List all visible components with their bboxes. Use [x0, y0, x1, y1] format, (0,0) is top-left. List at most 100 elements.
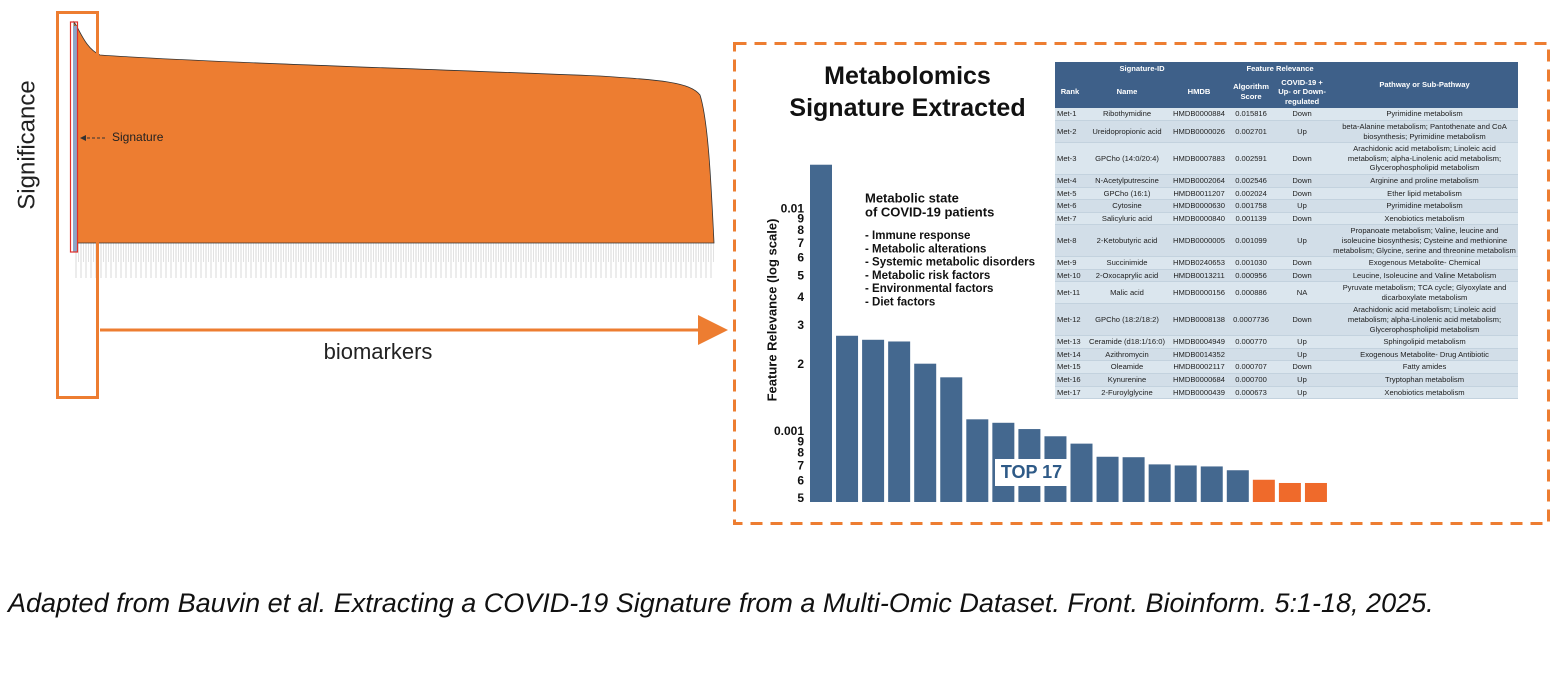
table-cell: Succinimide: [1085, 256, 1169, 270]
bar: [940, 377, 963, 502]
table-cell: GPCho (14:0/20:4): [1085, 142, 1169, 175]
table-cell: Up: [1273, 373, 1332, 387]
significance-area: [73, 20, 715, 244]
table-cell: HMDB0000005: [1169, 224, 1230, 258]
table-cell: Pyrimidine metabolism: [1331, 108, 1518, 121]
header-cell: Signature-ID: [1055, 62, 1230, 76]
signature-label: Signature: [112, 130, 164, 144]
table-row: Met-5 GPCho (16:1) HMDB0011207 0.002024 Down…: [1055, 187, 1518, 201]
table-cell: Arachidonic acid metabolism; Linoleic ac…: [1331, 142, 1518, 175]
table-cell: Met-12: [1055, 303, 1085, 337]
table-cell: Cytosine: [1085, 199, 1169, 213]
table-cell: 0.002591: [1229, 142, 1274, 175]
header-row: Signature-ID Feature Relevance Pathway or …: [1055, 62, 1518, 109]
table-cell: Met-7: [1055, 212, 1085, 226]
table-cell: HMDB0000026: [1169, 120, 1230, 144]
signature-table: Signature-ID Feature Relevance Pathway or …: [1055, 62, 1518, 400]
table-cell: Tryptophan metabolism: [1331, 373, 1518, 387]
table-cell: Down: [1273, 303, 1332, 337]
header-cell: Algorithm Score: [1229, 75, 1274, 109]
table-cell: Pyruvate metabolism; TCA cycle; Glyoxyla…: [1331, 281, 1518, 305]
table-cell: GPCho (16:1): [1085, 187, 1169, 201]
table-cell: HMDB0000884: [1169, 108, 1230, 121]
table-cell: Met-3: [1055, 142, 1085, 175]
y-tick-label: 6: [797, 251, 804, 265]
table-row: Met-6 Cytosine HMDB0000630 0.001758 Up Pyrimi…: [1055, 199, 1518, 213]
table-row: Met-3 GPCho (14:0/20:4) HMDB0007883 0.00259…: [1055, 142, 1518, 175]
table-cell: Ureidopropionic acid: [1085, 120, 1169, 144]
bar: [914, 363, 937, 502]
header-row: Rank Name HMDB Algorithm Score COVID-19 + Up…: [1055, 75, 1518, 109]
table-cell: HMDB0000684: [1169, 373, 1230, 387]
table-cell: Met-4: [1055, 174, 1085, 188]
bar: [1252, 479, 1275, 502]
table-cell: Up: [1273, 348, 1332, 362]
table-cell: 0.002024: [1229, 187, 1274, 201]
table-cell: Xenobiotics metabolism: [1331, 386, 1518, 400]
table-cell: Propanoate metabolism; Valine, leucine a…: [1331, 224, 1518, 258]
table-cell: Malic acid: [1085, 281, 1169, 305]
table-row: Met-15 Oleamide HMDB0002117 0.000707 Down Fat…: [1055, 360, 1518, 375]
table-row: Met-4 N-Acetylputrescine HMDB0002064 0.0025…: [1055, 174, 1518, 188]
table-cell: HMDB0000156: [1169, 281, 1230, 305]
bar: [1304, 482, 1327, 502]
table-cell: 0.001030: [1229, 256, 1274, 270]
annotation-item: - Systemic metabolic disorders: [865, 257, 1035, 269]
table-row: Met-8 2-Ketobutyric acid HMDB0000005 0.0010…: [1055, 224, 1518, 258]
table-cell: NA: [1273, 281, 1332, 305]
table-cell: Up: [1273, 199, 1332, 213]
table-cell: Exogenous Metabolite- Drug Antibiotic: [1331, 348, 1518, 362]
table-cell: Down: [1273, 108, 1332, 121]
table-body: Met-1 Ribothymidine HMDB0000884 0.015816 Dow…: [1055, 108, 1518, 400]
table-row: Met-14 Azithromycin HMDB0014352 Up Exogenous…: [1055, 348, 1518, 362]
table-cell: Met-13: [1055, 335, 1085, 349]
table-cell: Down: [1273, 269, 1332, 283]
bar: [1278, 482, 1301, 502]
table-cell: HMDB0014352: [1169, 348, 1230, 362]
table-cell: Sphingolipid metabolism: [1331, 335, 1518, 349]
table-row: Met-13 Ceramide (d18:1/16:0) HMDB0004949 0.…: [1055, 335, 1518, 349]
y-tick-label: 3: [797, 318, 804, 332]
header-cell: HMDB: [1169, 75, 1230, 109]
y-tick-label: 8: [797, 223, 804, 237]
table-cell: Up: [1273, 335, 1332, 349]
annotation-item: - Immune response: [865, 230, 970, 242]
bar: [1122, 457, 1145, 502]
annotation-title: Metabolic state: [865, 190, 959, 205]
table-cell: 0.000700: [1229, 373, 1274, 387]
bar: [888, 341, 911, 502]
annotation-item: - Diet factors: [865, 297, 935, 309]
table-cell: Met-5: [1055, 187, 1085, 201]
table-cell: Down: [1273, 256, 1332, 270]
chart-title: Metabolomics Signature Extracted: [789, 62, 1026, 122]
table-cell: Ether lipid metabolism: [1331, 187, 1518, 201]
table-cell: beta-Alanine metabolism; Pantothenate an…: [1331, 120, 1518, 144]
header-cell: Name: [1085, 75, 1169, 109]
table-cell: Met-1: [1055, 108, 1085, 121]
caption: Adapted from Bauvin et al. Extracting a …: [8, 588, 1434, 618]
table-cell: 0.001099: [1229, 224, 1274, 258]
table-cell: [1229, 348, 1274, 362]
y-tick-label: 5: [797, 491, 804, 505]
table-cell: N-Acetylputrescine: [1085, 174, 1169, 188]
annotation-item: - Metabolic risk factors: [865, 270, 990, 282]
table-cell: HMDB0002117: [1169, 360, 1230, 375]
table-cell: Met-14: [1055, 348, 1085, 362]
table-cell: Met-11: [1055, 281, 1085, 305]
bar: [1200, 466, 1223, 502]
table-cell: Xenobiotics metabolism: [1331, 212, 1518, 226]
y-tick-label: 6: [797, 474, 804, 488]
table-row: Met-1 Ribothymidine HMDB0000884 0.015816 Dow…: [1055, 108, 1518, 121]
table-cell: Oleamide: [1085, 360, 1169, 375]
table-row: Met-17 2-Furoylglycine HMDB0000439 0.000673…: [1055, 386, 1518, 400]
table-cell: Leucine, Isoleucine and Valine Metabolis…: [1331, 269, 1518, 283]
bar: [810, 164, 832, 502]
table-cell: Arginine and proline metabolism: [1331, 174, 1518, 188]
table-cell: 0.000770: [1229, 335, 1274, 349]
table-row: Met-11 Malic acid HMDB0000156 0.000886 NA Pyr…: [1055, 281, 1518, 305]
table-cell: Met-8: [1055, 224, 1085, 258]
table-cell: 0.0007736: [1229, 303, 1274, 337]
